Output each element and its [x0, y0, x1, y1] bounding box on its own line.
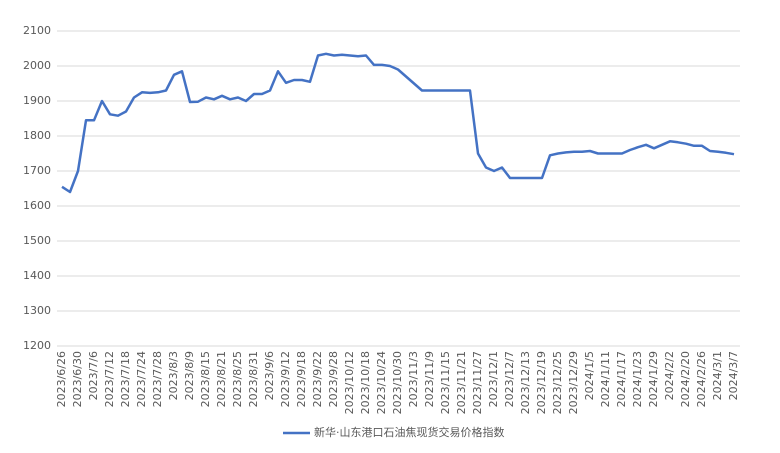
x-tick-label: 2023/7/24	[135, 351, 148, 407]
x-tick-label: 2023/12/1	[487, 351, 500, 407]
x-tick-label: 2024/3/7	[727, 351, 740, 400]
y-tick-label: 1800	[23, 129, 51, 142]
y-tick-label: 1700	[23, 164, 51, 177]
x-tick-label: 2023/9/22	[311, 351, 324, 407]
x-tick-label: 2023/10/24	[375, 351, 388, 414]
x-tick-label: 2024/1/29	[647, 351, 660, 407]
x-tick-label: 2023/8/31	[247, 351, 260, 407]
x-tick-label: 2023/12/29	[567, 351, 580, 414]
x-tick-label: 2023/8/15	[199, 351, 212, 407]
x-tick-label: 2023/7/6	[87, 351, 100, 400]
x-tick-label: 2023/10/30	[391, 351, 404, 414]
x-tick-label: 2023/9/18	[295, 351, 308, 407]
x-tick-label: 2024/2/2	[663, 351, 676, 400]
x-tick-label: 2023/8/9	[183, 351, 196, 400]
x-tick-label: 2023/8/25	[231, 351, 244, 407]
y-tick-label: 1300	[23, 304, 51, 317]
y-tick-label: 2000	[23, 59, 51, 72]
x-tick-label: 2023/11/9	[423, 351, 436, 407]
x-tick-label: 2023/12/19	[535, 351, 548, 414]
x-tick-label: 2024/2/26	[695, 351, 708, 407]
y-tick-label: 2100	[23, 24, 51, 37]
x-tick-label: 2023/7/28	[151, 351, 164, 407]
x-tick-label: 2023/6/30	[71, 351, 84, 407]
legend-label: 新华·山东港口石油焦现货交易价格指数	[314, 425, 505, 439]
x-tick-label: 2023/11/27	[471, 351, 484, 414]
x-tick-label: 2023/12/25	[551, 351, 564, 414]
x-tick-label: 2023/11/3	[407, 351, 420, 407]
x-tick-label: 2024/1/11	[599, 351, 612, 407]
x-tick-label: 2024/2/20	[679, 351, 692, 407]
x-tick-label: 2023/10/12	[343, 351, 356, 414]
y-tick-label: 1600	[23, 199, 51, 212]
x-tick-label: 2023/6/26	[55, 351, 68, 407]
y-tick-label: 1200	[23, 339, 51, 352]
x-tick-label: 2023/12/7	[503, 351, 516, 407]
x-tick-label: 2023/8/3	[167, 351, 180, 400]
x-tick-label: 2023/9/28	[327, 351, 340, 407]
x-tick-label: 2024/1/5	[583, 351, 596, 400]
y-tick-label: 1500	[23, 234, 51, 247]
x-tick-label: 2023/8/21	[215, 351, 228, 407]
x-tick-label: 2023/7/12	[103, 351, 116, 407]
x-tick-label: 2023/10/18	[359, 351, 372, 414]
x-tick-label: 2023/11/15	[439, 351, 452, 414]
x-tick-label: 2024/1/23	[631, 351, 644, 407]
x-tick-label: 2023/7/18	[119, 351, 132, 407]
x-tick-label: 2023/9/12	[279, 351, 292, 407]
line-series	[61, 52, 735, 194]
y-tick-label: 1900	[23, 94, 51, 107]
x-tick-label: 2023/12/13	[519, 351, 532, 414]
x-tick-label: 2024/1/17	[615, 351, 628, 407]
x-tick-label: 2023/11/21	[455, 351, 468, 414]
x-tick-label: 2024/3/1	[711, 351, 724, 400]
y-tick-label: 1400	[23, 269, 51, 282]
x-tick-label: 2023/9/6	[263, 351, 276, 400]
